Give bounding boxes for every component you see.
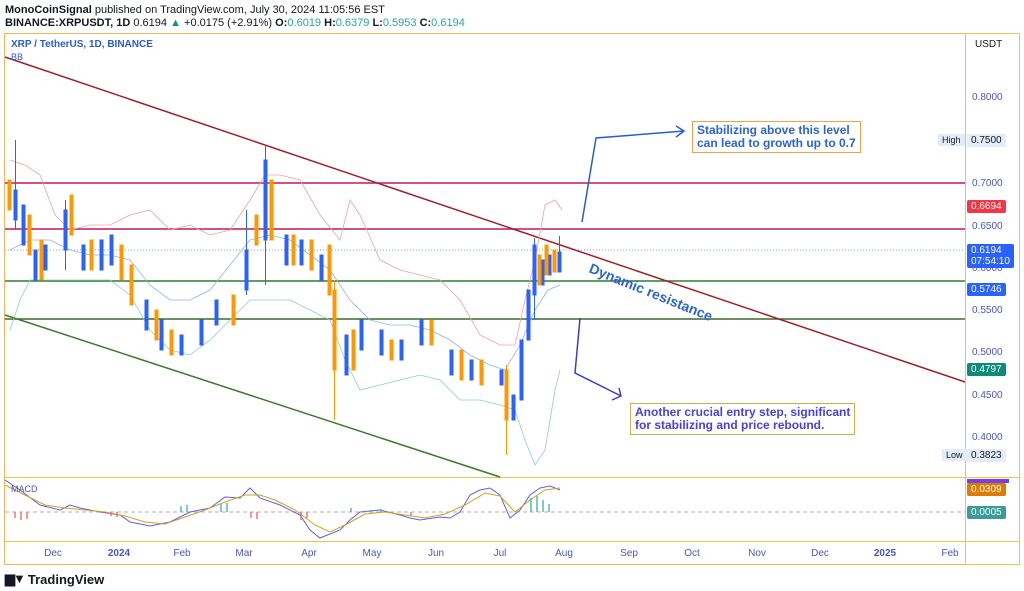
annotation-line: for stabilizing and price rebound. [635,418,825,432]
publish-info: MonoCoinSignal published on TradingView.… [5,4,385,16]
price-axis[interactable] [965,33,1020,565]
bb-lower-tag: 0.4797 [967,363,1006,376]
high-value: 0.7500 [967,134,1006,147]
last-price-value: 0.6194 [971,245,1002,256]
annotation-line: Stabilizing above this level [697,123,850,137]
time-tick: 2025 [873,548,897,559]
time-tick: Apr [301,548,317,559]
time-tick: Dec [811,548,829,559]
price-tick: 0.6500 [972,221,1003,232]
price-tick: 0.6000 [972,263,1003,274]
bar-countdown: 07:54:10 [971,256,1010,267]
time-tick: Jul [493,548,507,559]
time-tick: Aug [555,548,573,559]
close-value: 0.6194 [431,17,465,29]
time-tick: Dec [44,548,62,559]
currency-label[interactable]: USDT [975,39,1003,50]
time-tick: Feb [941,548,959,559]
ohlc-bar: BINANCE:XRPUSDT, 1D 0.6194 ▲ +0.0175 (+2… [5,17,465,29]
annotation-growth-note[interactable]: Stabilizing above this level can lead to… [692,121,861,153]
close-label: C: [419,17,432,29]
time-tick: Sep [620,548,638,559]
annotation-line: Another crucial entry step, significant [635,405,851,419]
tradingview-logo-icon: ▆▼ [5,571,26,586]
time-tick: Oct [684,548,700,559]
high-label: High [938,134,965,146]
low-label: Low [942,449,967,461]
price-tick: 0.7000 [972,178,1003,189]
tradingview-logo[interactable]: ▆▼ TradingView [5,571,104,587]
macd-histogram-tag: 0.0005 [967,506,1006,519]
low-value: 0.3823 [967,449,1006,462]
support-price-tag: 0.5746 [967,283,1006,296]
time-tick: 2024 [107,548,131,559]
open-value: 0.6019 [287,17,322,29]
time-tick: Feb [173,548,191,559]
pane-divider[interactable] [4,477,1020,478]
macd-value-tag: 0.0309 [967,483,1006,496]
open-label: O: [275,17,288,29]
last-price: 0.6194 [133,17,168,29]
high-label: H: [324,17,336,29]
symbol-label: BINANCE:XRPUSDT, 1D [5,17,131,29]
tradingview-brand: TradingView [27,571,105,587]
high-value: 0.6379 [335,17,370,29]
bollinger-bands-legend[interactable]: BB [11,52,24,62]
price-tick: 0.4500 [972,390,1003,401]
time-tick: Nov [748,548,766,559]
low-value: 0.5953 [382,17,417,29]
up-arrow-icon: ▲ [170,17,181,29]
time-axis-divider [4,541,1020,542]
time-tick: Mar [235,548,253,559]
macd-signal-tag [967,479,1009,483]
resistance-price-tag: 0.6694 [967,200,1006,213]
annotation-entry-note[interactable]: Another crucial entry step, significant … [630,403,856,435]
price-tick: 0.5500 [972,305,1003,316]
price-change: +0.0175 (+2.91%) [184,17,273,29]
low-label: L: [372,17,383,29]
price-tick: 0.8000 [972,92,1003,103]
macd-legend[interactable]: MACD [11,484,38,494]
time-tick: May [362,548,382,559]
published-text: published on TradingView.com, July 30, 2… [94,4,385,16]
chart-title[interactable]: XRP / TetherUS, 1D, BINANCE [11,39,153,50]
author-name[interactable]: MonoCoinSignal [5,4,92,16]
last-price-tag: 0.6194 07:54:10 [967,244,1014,268]
annotation-line: can lead to growth up to 0.7 [697,136,856,150]
price-tick: 0.5000 [972,347,1003,358]
time-tick: Jun [427,548,445,559]
price-tick: 0.4000 [972,432,1003,443]
price-axis-divider [965,33,966,565]
